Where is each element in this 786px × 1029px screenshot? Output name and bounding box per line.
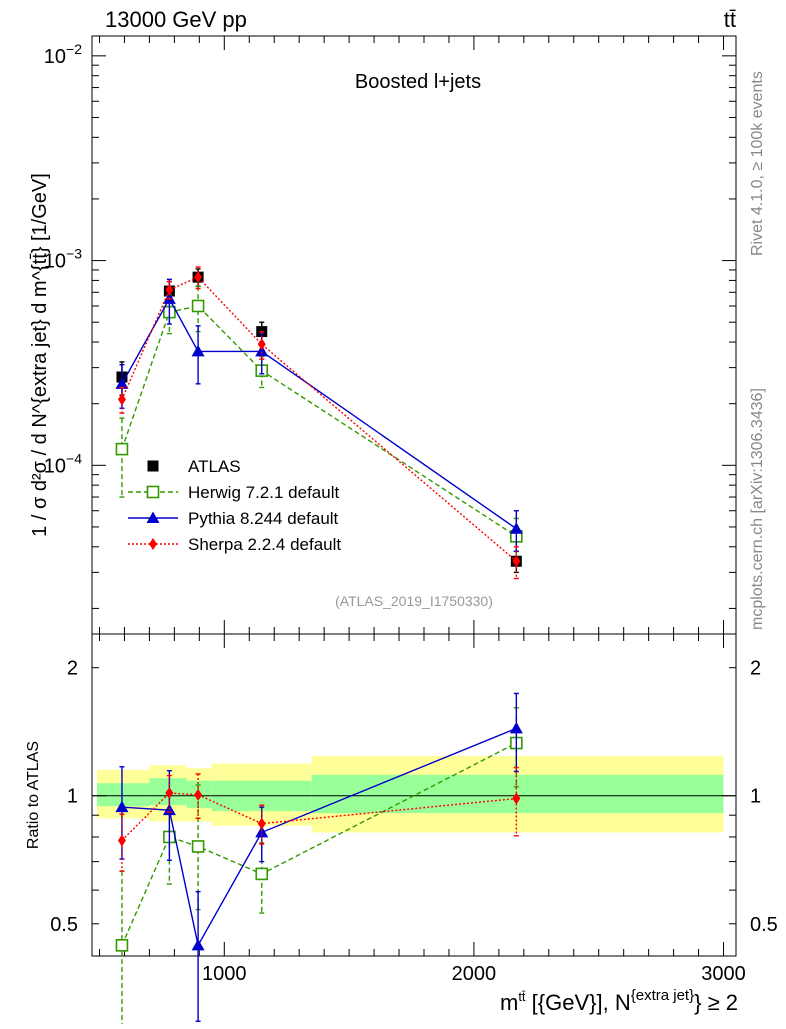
ratio-series-line (121, 792, 517, 841)
main-y-tick-exp: −2 (66, 41, 82, 57)
legend-marker (147, 460, 159, 472)
collision-label: 13000 GeV pp (105, 7, 247, 32)
plot-title: Boosted l+jets (355, 71, 481, 93)
ratio-data-point (509, 721, 523, 734)
main-data-point (115, 377, 129, 389)
ratio-y-tick-label: 1 (67, 786, 78, 808)
main-data-point (191, 299, 205, 313)
ratio-data-point (191, 840, 205, 853)
main-data-point (257, 338, 266, 351)
ratio-data-point (115, 800, 129, 813)
legend-marker (146, 485, 160, 499)
x-tick-label: 3000 (701, 963, 746, 985)
ratio-y-tick-label: 2 (67, 658, 78, 680)
ratio-y-tick-label: 0.5 (50, 914, 78, 936)
ratio-frame (91, 633, 737, 957)
main-series-layer (115, 266, 523, 580)
main-data-point (165, 283, 174, 296)
main-series-line (121, 305, 517, 537)
ratio-data-point (115, 939, 129, 952)
ratio-y-axis-label: Ratio to ATLAS (25, 741, 42, 849)
x-axis-label-sup2: {extra jet} (631, 987, 694, 1004)
ratio-y-tick-label-right: 1 (750, 786, 761, 808)
main-y-tick-exp: −4 (66, 450, 82, 466)
x-axis-label-sup: tt̄ (518, 989, 526, 1004)
legend-label: Pythia 8.244 default (188, 509, 339, 528)
main-y-tick-exp: −3 (66, 246, 82, 262)
main-series-sherpa (117, 266, 521, 580)
analysis-watermark: (ATLAS_2019_I1750330) (335, 593, 493, 609)
ratio-data-point (512, 792, 521, 805)
main-axes: 10−410−310−2 (44, 35, 737, 635)
mcplots-label: mcplots.cern.ch [arXiv:1306.3436] (749, 388, 766, 630)
legend-label: ATLAS (188, 457, 241, 476)
legend-label: Herwig 7.2.1 default (188, 483, 339, 502)
ratio-data-point (191, 938, 205, 951)
x-tick-label: 1000 (202, 963, 247, 985)
ratio-data-point (194, 788, 203, 801)
main-data-point (194, 271, 203, 284)
x-axis-label-tail: } ≥ 2 (694, 990, 738, 1015)
legend: ATLAS Herwig 7.2.1 default Pythia 8.244 de… (128, 457, 341, 554)
ratio-data-point (255, 825, 269, 838)
main-data-point (117, 393, 126, 406)
rivet-label: Rivet 4.1.0, ≥ 100k events (749, 71, 766, 256)
ratio-series-sherpa (117, 766, 521, 872)
ratio-data-point (117, 834, 126, 847)
legend-marker (146, 511, 160, 523)
x-axis-label: mtt̄ [{GeV}], N{extra jet}} ≥ 2 (500, 987, 738, 1015)
ratio-y-tick-label-right: 0.5 (750, 914, 778, 936)
main-data-point (115, 442, 129, 456)
ratio-y-tick-label-right: 2 (750, 658, 761, 680)
ratio-data-point (257, 817, 266, 830)
process-label: tt̄ (724, 7, 736, 32)
main-y-tick-base: 10 (44, 455, 66, 477)
main-data-point (191, 344, 205, 357)
x-axis-label-unit: [{GeV}], N (526, 990, 631, 1015)
main-y-tick-label: 10−2 (44, 41, 82, 68)
main-y-axis-label: 1 / σ d²σ / d N^{extra jet} d m^{tt̄} [1… (29, 173, 51, 537)
main-data-point (255, 344, 269, 357)
main-y-tick-label: 10−4 (44, 450, 82, 477)
legend-label: Sherpa 2.2.4 default (188, 535, 341, 554)
main-y-tick-base: 10 (44, 46, 66, 68)
band-inner-0 (96, 783, 150, 807)
main-data-point (509, 522, 523, 534)
main-y-tick-base: 10 (44, 251, 66, 273)
legend-marker (149, 538, 157, 550)
band-inner-4 (311, 774, 724, 814)
ratio-data-point (255, 867, 269, 881)
ratio-axes: 0.5 0.5 1 1 2 2 1000 2000 3000 (50, 633, 778, 985)
x-tick-label: 2000 (452, 963, 497, 985)
x-axis-label-var: m (500, 990, 518, 1015)
ratio-data-point (165, 786, 174, 799)
ratio-series-layer (115, 692, 523, 1029)
main-y-tick-label: 10−3 (44, 246, 82, 273)
main-data-point (512, 555, 521, 568)
